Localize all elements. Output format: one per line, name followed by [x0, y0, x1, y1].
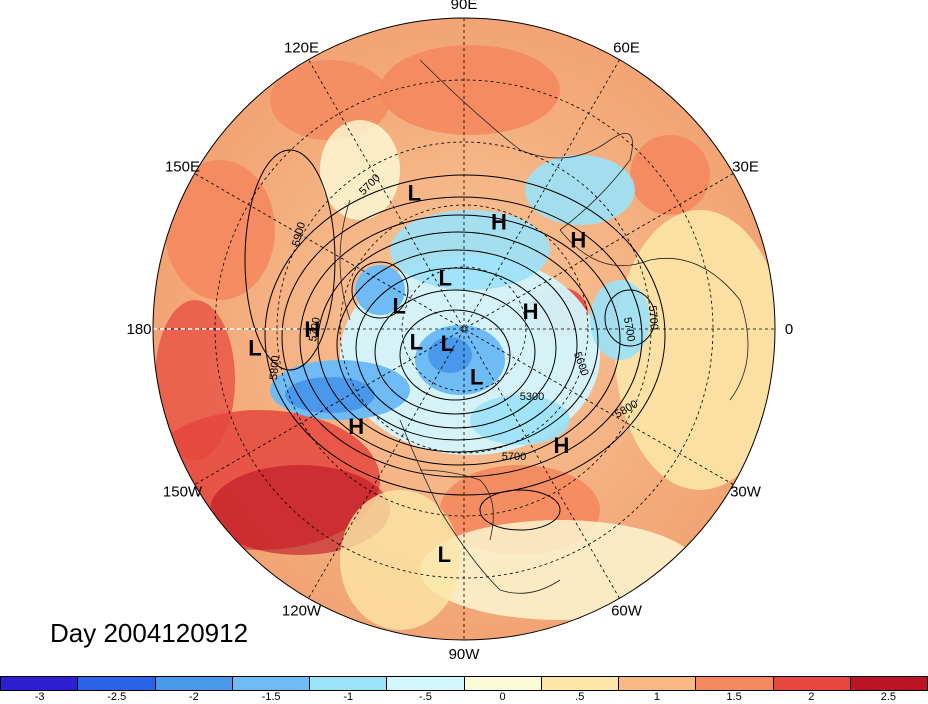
- low-pressure-marker: L: [410, 330, 423, 355]
- colorbar-boxes: [0, 676, 928, 691]
- colorbar-tick-label: -1.5: [261, 691, 281, 703]
- longitude-label: 90W: [449, 646, 481, 663]
- colorbar-tick-label: 2.5: [880, 691, 897, 703]
- longitude-label: 60W: [611, 603, 643, 620]
- colorbar-swatch: [541, 677, 619, 690]
- low-pressure-marker: L: [438, 542, 451, 567]
- high-pressure-marker: H: [304, 317, 320, 342]
- high-pressure-marker: H: [554, 433, 570, 458]
- colorbar-swatch: [1, 677, 79, 690]
- colorbar-tick-label: -2: [189, 691, 199, 703]
- colorbar-labels: -3-2.5-2-1.5-1-.50.511.522.53: [0, 691, 928, 704]
- contour-label: 5300: [520, 391, 544, 403]
- colorbar-swatch: [78, 677, 156, 690]
- colorbar-tick-label: -2.5: [107, 691, 127, 703]
- colorbar-swatch: [850, 677, 927, 690]
- contour-label: 5700: [646, 305, 660, 330]
- colorbar-tick-label: -3: [34, 691, 45, 703]
- low-pressure-marker: L: [392, 293, 405, 318]
- colorbar-swatch: [464, 677, 542, 690]
- colorbar-tick-label: 1: [653, 691, 660, 703]
- low-pressure-marker: L: [441, 331, 454, 356]
- longitude-label: 120W: [282, 603, 322, 620]
- longitude-label: 0: [785, 321, 793, 338]
- contour-label: 5800: [268, 355, 282, 380]
- colorbar-swatch: [155, 677, 233, 690]
- longitude-label: 120E: [284, 40, 319, 57]
- contour-label: 5700: [307, 316, 323, 342]
- colorbar-swatch: [696, 677, 774, 690]
- low-pressure-marker: L: [470, 365, 483, 390]
- colorbar: -3-2.5-2-1.5-1-.50.511.522.53: [0, 676, 928, 704]
- colorbar-tick-label: 2: [808, 691, 815, 703]
- longitude-label: 150E: [165, 159, 200, 176]
- colorbar-tick-label: -.5: [418, 691, 432, 703]
- low-pressure-marker: L: [248, 335, 261, 360]
- colorbar-swatch: [310, 677, 388, 690]
- contour-label: 5700: [621, 316, 637, 342]
- map-border: [152, 17, 776, 641]
- longitude-label: 150W: [163, 484, 203, 501]
- colorbar-tick-label: 0: [499, 691, 506, 703]
- longitude-label: 60E: [613, 40, 640, 57]
- longitude-label: 30E: [732, 159, 759, 176]
- high-pressure-marker: H: [523, 299, 539, 324]
- longitude-label: 90E: [451, 0, 478, 13]
- high-pressure-marker: H: [570, 228, 586, 253]
- longitude-label: 180: [126, 321, 151, 338]
- colorbar-tick-label: 1.5: [726, 691, 742, 703]
- colorbar-swatch: [773, 677, 851, 690]
- longitude-label: 30W: [730, 484, 762, 501]
- graticule: [153, 18, 775, 640]
- contour-label: 5700: [502, 451, 526, 463]
- colorbar-swatch: [387, 677, 465, 690]
- longitude-labels: 90E 60E 30E 0 30W 60W 90W 120W 150W 180 150E 120E: [126, 0, 793, 663]
- low-pressure-marker: L: [408, 181, 421, 206]
- map-title: Day 2004120912: [50, 618, 249, 648]
- polar-map: 90E 60E 30E 0 30W 60W 90W 120W 150W 180 150E 120E 5…: [126, 0, 793, 663]
- colorbar-swatch: [232, 677, 310, 690]
- high-pressure-marker: H: [348, 414, 364, 439]
- colorbar-swatch: [619, 677, 697, 690]
- colorbar-tick-label: -1: [343, 691, 354, 703]
- colorbar-tick-label: .5: [575, 691, 585, 703]
- low-pressure-marker: L: [438, 266, 451, 291]
- high-pressure-marker: H: [491, 209, 507, 234]
